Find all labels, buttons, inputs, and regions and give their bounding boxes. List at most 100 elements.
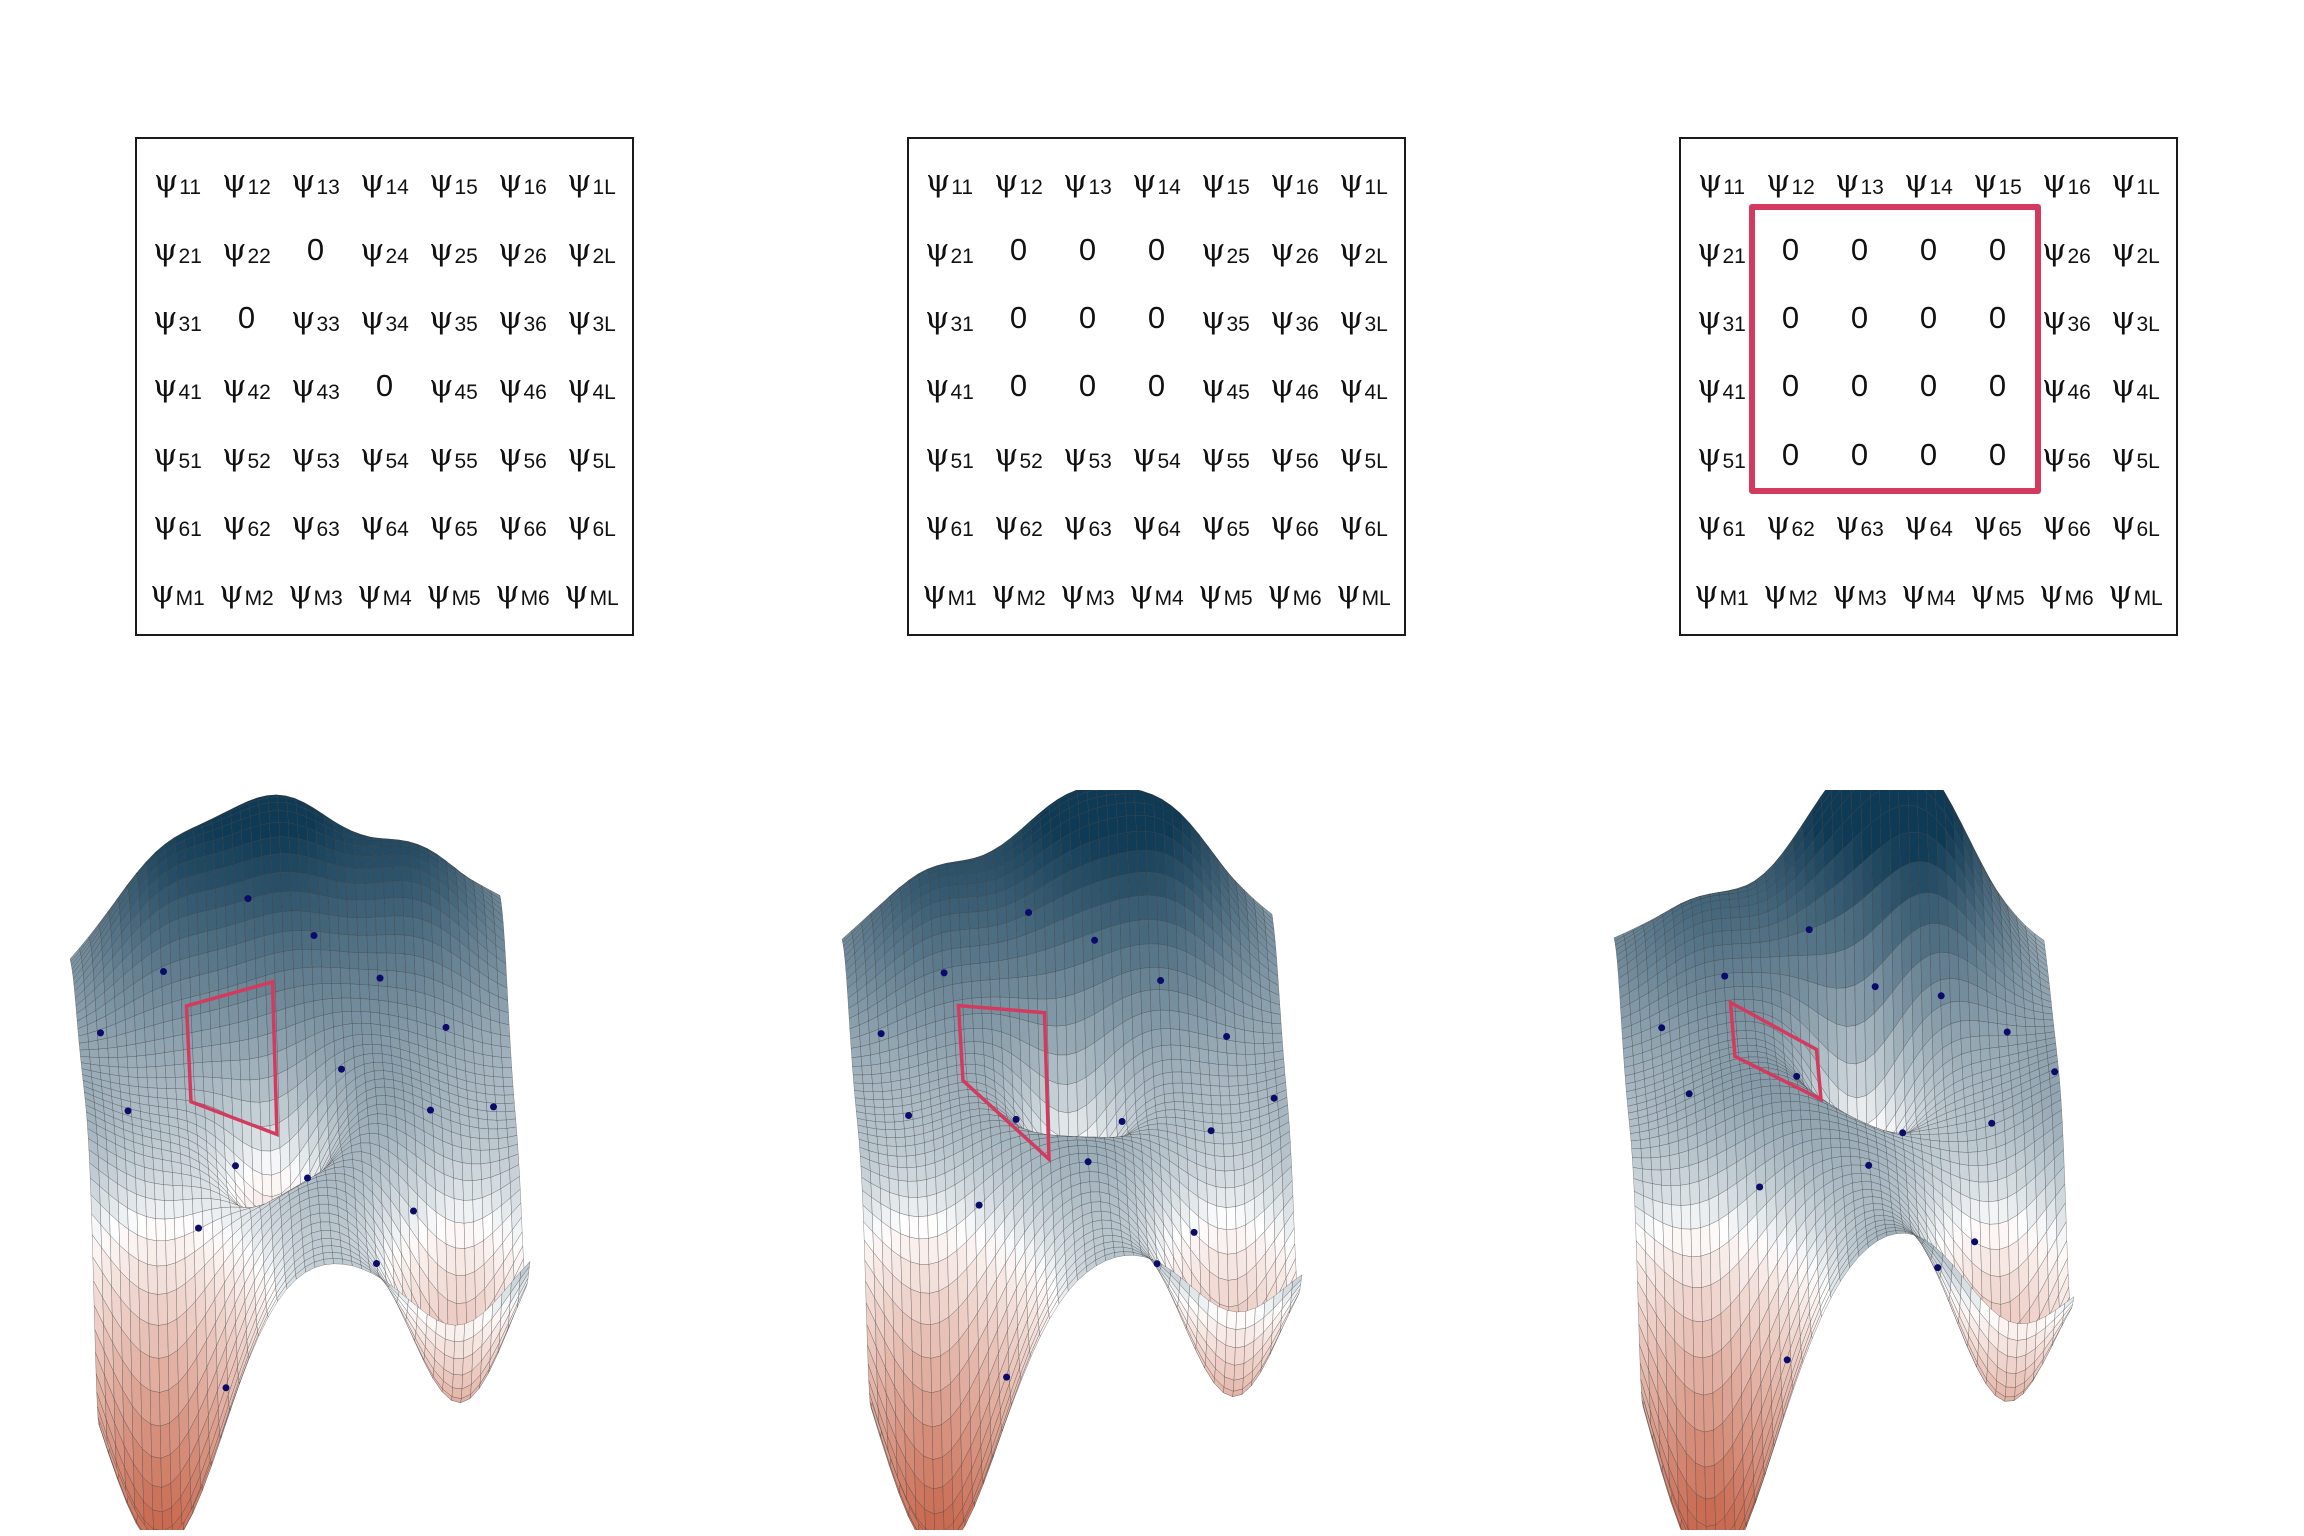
psi-symbol: ψ <box>1132 505 1157 542</box>
surface-facet <box>349 983 361 999</box>
matrix-entry: ψ 12 <box>212 147 281 215</box>
surface-facet <box>890 1079 902 1091</box>
surface-facet <box>234 900 246 925</box>
surface-facet <box>107 1046 119 1058</box>
matrix-entry: ψ 46 <box>488 352 557 420</box>
surface-facet <box>345 867 356 884</box>
sample-point <box>410 1207 417 1215</box>
surface-facet <box>1134 793 1145 804</box>
surface-facet <box>268 801 279 812</box>
surface-facet <box>1154 832 1166 855</box>
surface-facet <box>1067 1110 1079 1139</box>
surface-facet <box>1227 1064 1238 1077</box>
surface-facet <box>261 854 272 876</box>
matrix-zero-entry: 0 <box>212 284 281 352</box>
surface-facet <box>966 872 978 885</box>
surface-facet <box>202 1061 213 1078</box>
surface-facet <box>1155 850 1166 876</box>
surface-facet <box>1220 1095 1231 1106</box>
surface-facet <box>154 1199 166 1220</box>
surface-facet <box>252 874 264 898</box>
surface-facet <box>149 1390 161 1427</box>
matrix-entry: ψ 26 <box>1260 215 1329 283</box>
surface-facet <box>1081 883 1092 912</box>
surface-facet <box>1076 1139 1088 1147</box>
psi-symbol: ψ <box>2042 368 2067 405</box>
surface-facet <box>445 1243 457 1276</box>
surface-facet <box>471 1163 482 1181</box>
surface-facet <box>932 1456 944 1490</box>
surface-facet <box>118 1066 129 1078</box>
surface-facet <box>191 1030 203 1049</box>
surface-facet <box>1176 947 1188 975</box>
surface-facet <box>247 997 258 1021</box>
surface-facet <box>1165 1109 1176 1118</box>
surface-facet <box>170 959 181 984</box>
surface-facet <box>879 1050 891 1065</box>
surface-facet <box>98 1057 110 1067</box>
psi-symbol: ψ <box>1766 163 1791 200</box>
surface-facet <box>1107 816 1118 837</box>
matrix-entry: ψ 61 <box>143 489 212 557</box>
matrix-entry: ψ 12 <box>1756 147 1825 215</box>
matrix-entry: ψ 54 <box>350 421 419 489</box>
surface-facet <box>269 836 281 855</box>
surface-facet <box>384 897 395 917</box>
surface-facet <box>374 1078 386 1088</box>
surface-facet <box>1083 985 1095 1020</box>
zero-label: 0 <box>1850 300 1869 336</box>
psi-symbol: ψ <box>2111 436 2136 473</box>
surface-facet <box>116 1032 127 1048</box>
zero-label: 0 <box>1078 231 1097 267</box>
surface-facet <box>968 911 979 930</box>
surface-facet <box>896 1145 907 1157</box>
surface-facet <box>908 1196 919 1217</box>
surface-facet <box>1169 1010 1180 1030</box>
surface-facet <box>1082 932 1094 964</box>
zero-label: 0 <box>1009 368 1028 404</box>
surface-facet <box>453 1198 465 1224</box>
surface-facet <box>871 1073 883 1084</box>
surface-facet <box>288 822 299 839</box>
entry-subscript: 35 <box>454 313 478 337</box>
surface-facet <box>406 988 417 1008</box>
surface-facet <box>939 1316 950 1357</box>
surface-facet <box>221 1060 232 1080</box>
surface-facet <box>932 950 943 973</box>
surface-facet <box>278 822 290 838</box>
surface-facet <box>1026 952 1038 977</box>
surface-facet <box>1192 1102 1204 1114</box>
surface-facet <box>478 1118 489 1130</box>
surface-facet <box>486 1110 498 1121</box>
surface-facet <box>155 1218 166 1242</box>
surface-facet <box>157 1097 169 1109</box>
surface-facet <box>145 1053 157 1068</box>
surface-facet <box>1099 855 1110 882</box>
surface-facet <box>1234 1027 1246 1043</box>
surface-facet <box>162 1159 173 1173</box>
surface-facet <box>852 1065 863 1076</box>
psi-symbol: ψ <box>1697 368 1722 405</box>
surface-facet <box>98 1048 109 1058</box>
surface-facet <box>394 934 406 955</box>
surface-facet <box>851 1056 863 1067</box>
matrix-zero-entry: 0 <box>1894 284 1963 352</box>
entry-subscript: 61 <box>178 518 202 542</box>
surface-facet <box>918 1523 924 1530</box>
surface-facet <box>1088 821 1100 843</box>
surface-facet <box>918 1238 930 1265</box>
psi-symbol: ψ <box>1901 573 1926 610</box>
surface-facet <box>1233 1153 1244 1171</box>
surface-facet <box>1134 802 1146 816</box>
surface-facet <box>917 1196 928 1217</box>
surface-facet <box>1136 830 1147 851</box>
matrix-entry: ψ 24 <box>350 215 419 283</box>
surface-facet <box>1748 902 1760 917</box>
surface-facet <box>1156 895 1168 923</box>
surface-facet <box>1231 1121 1242 1134</box>
psi-symbol: ψ <box>1832 573 1857 610</box>
surface-facet <box>263 933 275 957</box>
surface-facet <box>164 1064 176 1078</box>
surface-facet <box>1221 1113 1232 1124</box>
surface-facet <box>245 958 257 982</box>
